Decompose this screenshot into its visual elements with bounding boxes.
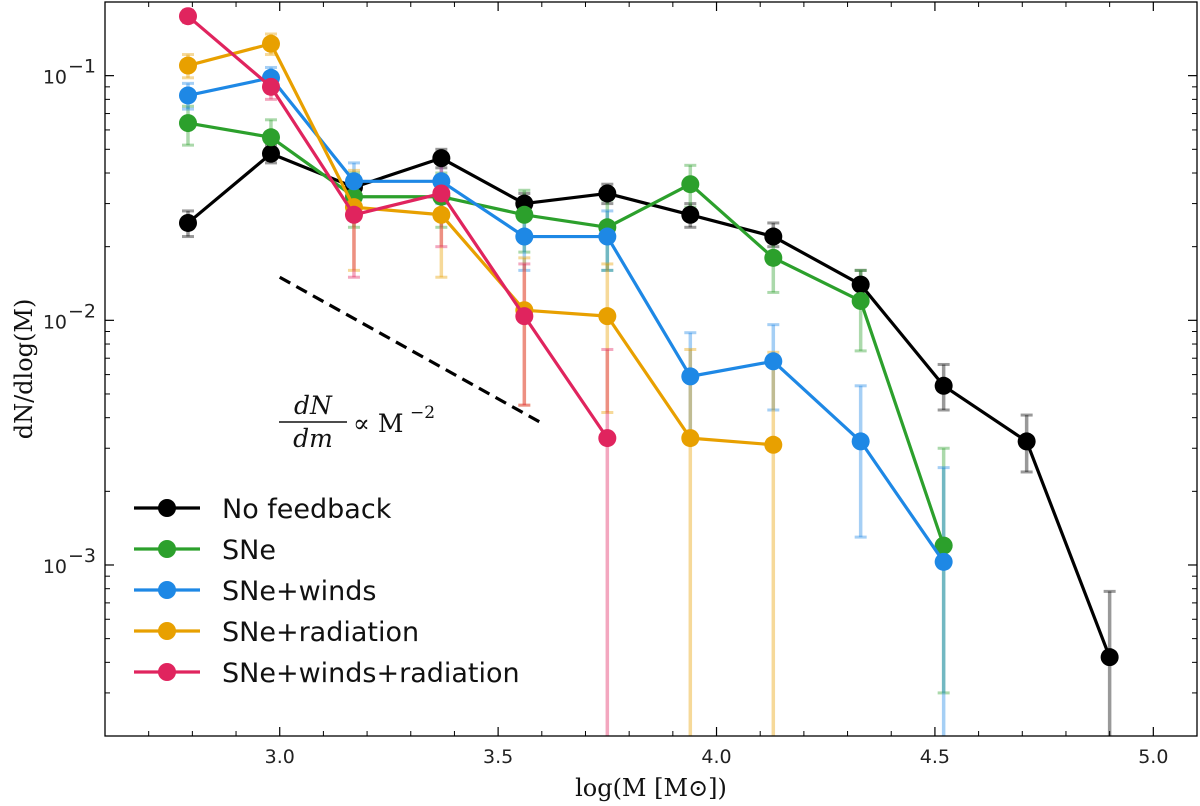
x-tick-label: 3.5 [483, 746, 513, 768]
point-4-2 [344, 205, 363, 224]
point-0-10 [1017, 432, 1036, 451]
x-tick-label: 5.0 [1138, 746, 1168, 768]
legend-label-2: SNe+winds [222, 576, 376, 607]
point-0-11 [1100, 648, 1119, 667]
legend-marker-4 [158, 663, 176, 681]
point-4-5 [598, 429, 617, 448]
x-axis-label: log(M [M⊙]) [575, 774, 727, 802]
annotation-numerator: dN [294, 391, 333, 420]
point-3-5 [598, 307, 617, 326]
point-1-4 [515, 205, 534, 224]
annotation-exponent: −2 [410, 403, 435, 423]
legend-label-0: No feedback [222, 494, 392, 525]
point-0-5 [598, 184, 617, 203]
point-1-1 [261, 128, 280, 147]
legend-marker-1 [158, 540, 176, 558]
point-3-1 [261, 34, 280, 53]
point-4-4 [515, 307, 534, 326]
plot-frame [104, 1, 1198, 737]
point-0-0 [178, 213, 197, 232]
y-tick-exponent: −1 [68, 56, 96, 78]
point-1-0 [178, 114, 197, 133]
legend-marker-0 [158, 499, 176, 517]
y-axis-label: dN/dlog(M) [10, 299, 38, 440]
point-0-3 [432, 149, 451, 168]
series-line-4 [186, 14, 609, 440]
legend-marker-3 [158, 622, 176, 640]
x-tick-label: 4.0 [701, 746, 731, 768]
plot-area [178, 7, 1119, 736]
legend-label-3: SNe+radiation [222, 617, 419, 648]
point-0-9 [934, 376, 953, 395]
power-law-line [278, 275, 543, 425]
point-3-0 [178, 56, 197, 75]
point-0-6 [681, 205, 700, 224]
legend-label-1: SNe [222, 535, 276, 566]
series-line-1 [187, 121, 946, 547]
point-1-7 [764, 248, 783, 267]
x-tick-label: 3.0 [265, 746, 295, 768]
annotation-relation: ∝ M [353, 409, 403, 438]
y-tick-label: 10 [43, 556, 67, 578]
point-2-6 [681, 367, 700, 386]
point-2-8 [851, 432, 870, 451]
point-4-3 [432, 184, 451, 203]
x-tick-label: 4.5 [920, 746, 950, 768]
y-tick-exponent: −3 [68, 545, 96, 567]
point-3-7 [764, 435, 783, 454]
point-2-2 [344, 172, 363, 191]
point-2-5 [598, 227, 617, 246]
point-3-3 [432, 205, 451, 224]
point-4-1 [261, 77, 280, 96]
slope-annotation: dN dm ∝ M −2 [279, 391, 435, 453]
point-0-7 [764, 227, 783, 246]
legend-marker-2 [158, 581, 176, 599]
point-2-9 [934, 552, 953, 571]
series-line-3 [187, 42, 774, 447]
annotation-denominator: dm [293, 424, 333, 453]
point-2-4 [515, 227, 534, 246]
point-1-6 [681, 175, 700, 194]
legend: No feedback SNe SNe+winds SNe+radiation SNe+… [134, 494, 520, 689]
point-0-8 [851, 275, 870, 294]
point-2-7 [764, 352, 783, 371]
y-tick-label: 10 [43, 311, 67, 333]
point-1-8 [851, 291, 870, 310]
point-2-0 [178, 86, 197, 105]
legend-label-4: SNe+winds+radiation [222, 658, 520, 689]
y-tick-exponent: −2 [68, 300, 96, 322]
point-3-6 [681, 429, 700, 448]
point-1-9 [934, 536, 953, 555]
y-tick-label: 10 [43, 67, 67, 89]
series-line-2 [187, 76, 945, 563]
point-0-1 [261, 144, 280, 163]
point-4-0 [178, 7, 197, 26]
